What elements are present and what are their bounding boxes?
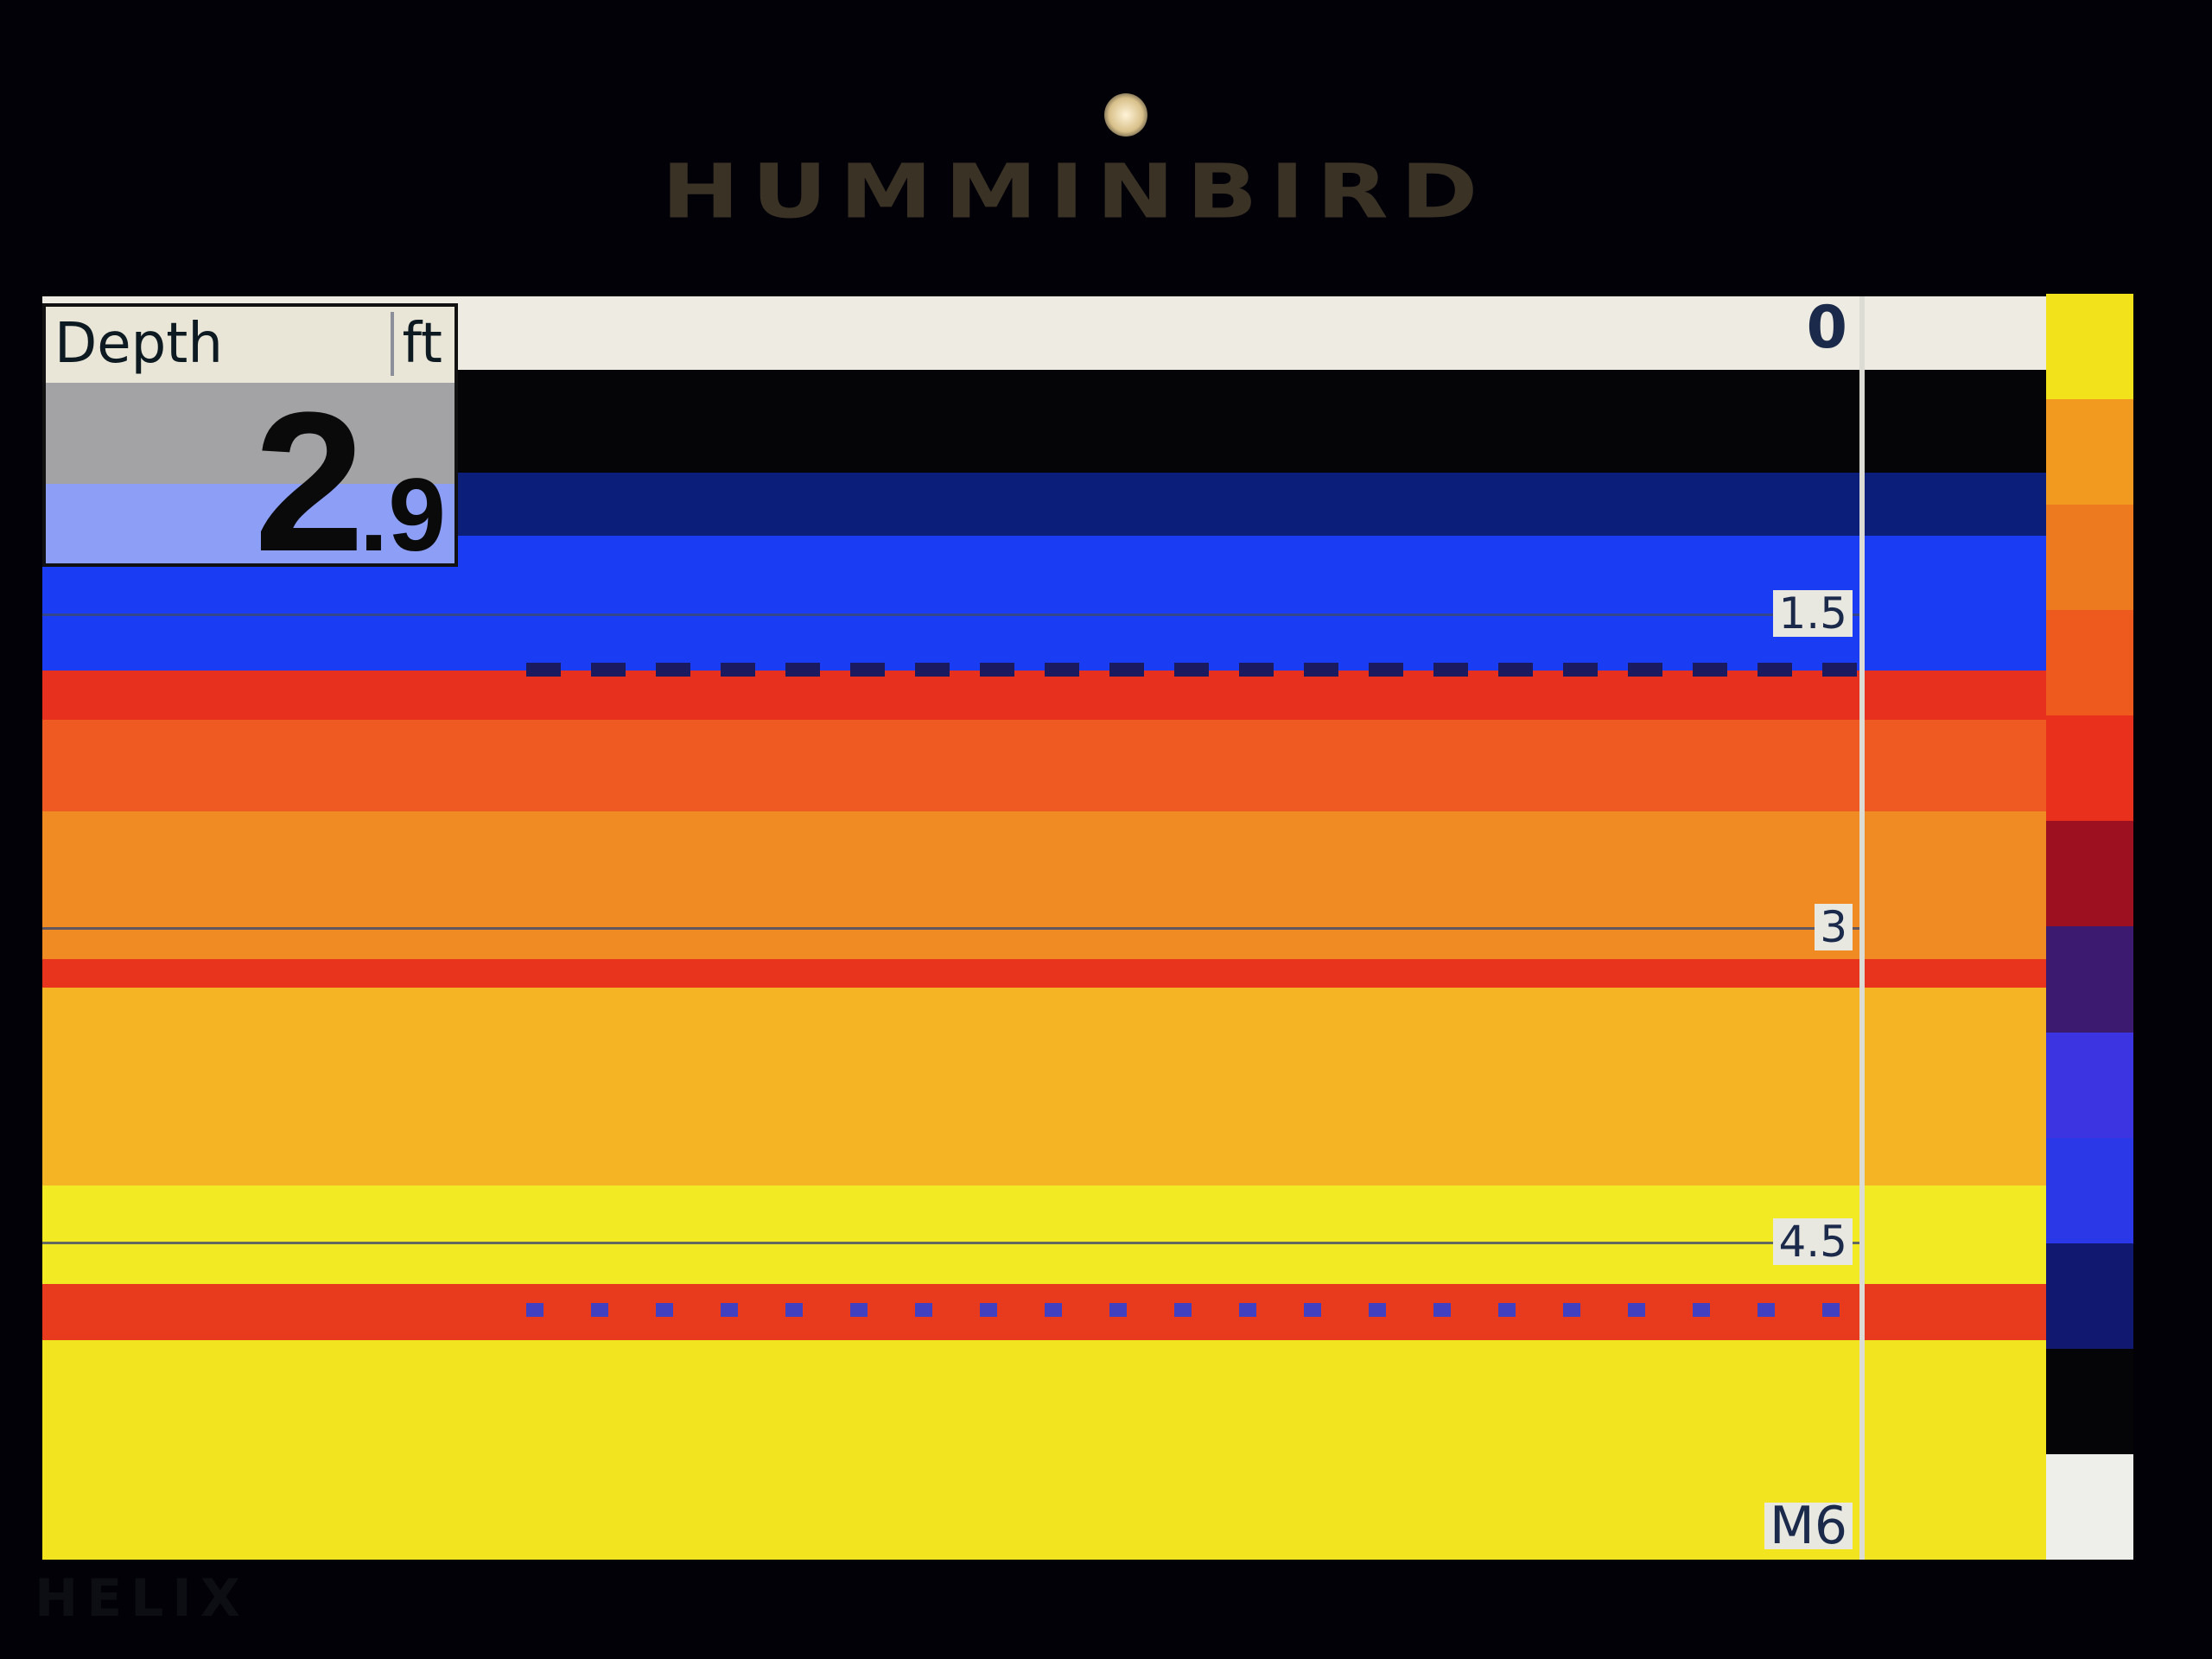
water-band (1865, 811, 2046, 959)
water-band (42, 720, 1859, 811)
palette-swatch (2046, 294, 2133, 400)
scale-label-3: 3 (1815, 904, 1853, 950)
brand-logo: HUMMINBIRD (661, 149, 1491, 236)
water-band (1865, 720, 2046, 811)
water-band (1865, 473, 2046, 536)
depth-readout-box: Depth ft 2.9 (42, 303, 458, 593)
palette-swatch (2046, 1032, 2133, 1138)
palette-swatch (2046, 399, 2133, 505)
palette-swatch (2046, 1137, 2133, 1243)
palette-swatch (2046, 610, 2133, 716)
depth-value: 2.9 (254, 371, 446, 593)
model-logo: HELIX (35, 1568, 250, 1629)
depth-unit: ft (390, 312, 442, 376)
water-band (42, 811, 1859, 959)
live-column (1865, 370, 2046, 1560)
scale-label-4-5: 4.5 (1773, 1218, 1853, 1265)
water-band (42, 1340, 1859, 1560)
scale-label-1-5: 1.5 (1773, 590, 1853, 637)
palette-swatch (2046, 1243, 2133, 1349)
water-band (1865, 370, 2046, 473)
color-palette-bar (2046, 294, 2133, 1560)
water-band (42, 671, 1859, 720)
depth-label: Depth (54, 312, 223, 376)
gridline (42, 613, 1859, 616)
gridline (42, 927, 1859, 930)
water-band (1865, 536, 2046, 671)
palette-swatch (2046, 926, 2133, 1033)
palette-swatch (2046, 1453, 2133, 1560)
water-band (1865, 1340, 2046, 1560)
water-band (42, 959, 1859, 988)
power-led-icon (1104, 93, 1147, 137)
bottom-return-marks (526, 1303, 1857, 1317)
water-band (1865, 1185, 2046, 1284)
water-band (1865, 671, 2046, 720)
water-band (1865, 1284, 2046, 1340)
water-band (42, 1185, 1859, 1284)
water-band (1865, 959, 2046, 988)
scale-label-max: M6 (1764, 1500, 1853, 1552)
sonar-screen: 0 1.5 3 4.5 M6 Depth ft 2.9 (42, 296, 2046, 1560)
scale-label-0: 0 (1806, 296, 1847, 362)
scroll-divider (1859, 296, 1865, 1560)
palette-swatch (2046, 821, 2133, 927)
palette-swatch (2046, 1348, 2133, 1454)
surface-clutter (526, 663, 1857, 677)
gridline (42, 1242, 1859, 1244)
palette-swatch (2046, 505, 2133, 611)
palette-swatch (2046, 715, 2133, 822)
water-band (42, 988, 1859, 1185)
water-band (1865, 988, 2046, 1185)
